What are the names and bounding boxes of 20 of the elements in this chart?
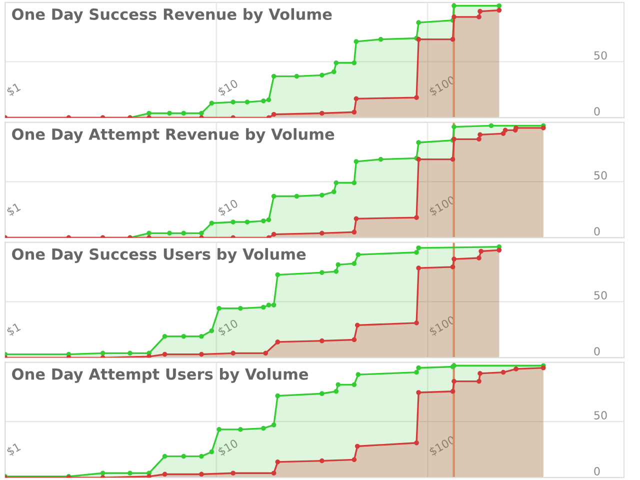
y-tick-label: 0	[594, 347, 600, 356]
chart-title: One Day Success Revenue by Volume	[12, 8, 332, 24]
x-tick-label: $10	[217, 438, 240, 458]
x-tick-label: $1	[6, 322, 22, 338]
chart-title: One Day Success Users by Volume	[12, 248, 306, 263]
chart-title: One Day Attempt Revenue by Volume	[12, 128, 334, 144]
chart-title: One Day Attempt Users by Volume	[12, 368, 308, 383]
y-tick-label: 50	[594, 291, 607, 300]
x-tick-label: $10	[217, 318, 240, 338]
y-tick-label: 0	[594, 467, 600, 476]
y-tick-label: 50	[594, 51, 607, 60]
y-tick-label: 0	[594, 107, 600, 116]
y-tick-label: 50	[594, 411, 607, 420]
x-tick-label: $10	[217, 198, 240, 218]
y-tick-label: 50	[594, 171, 607, 180]
x-tick-label: $10	[217, 78, 240, 98]
y-tick-label: 0	[594, 227, 600, 236]
x-tick-label: $1	[6, 82, 22, 98]
x-tick-label: $1	[6, 442, 22, 458]
x-tick-label: $1	[6, 202, 22, 218]
